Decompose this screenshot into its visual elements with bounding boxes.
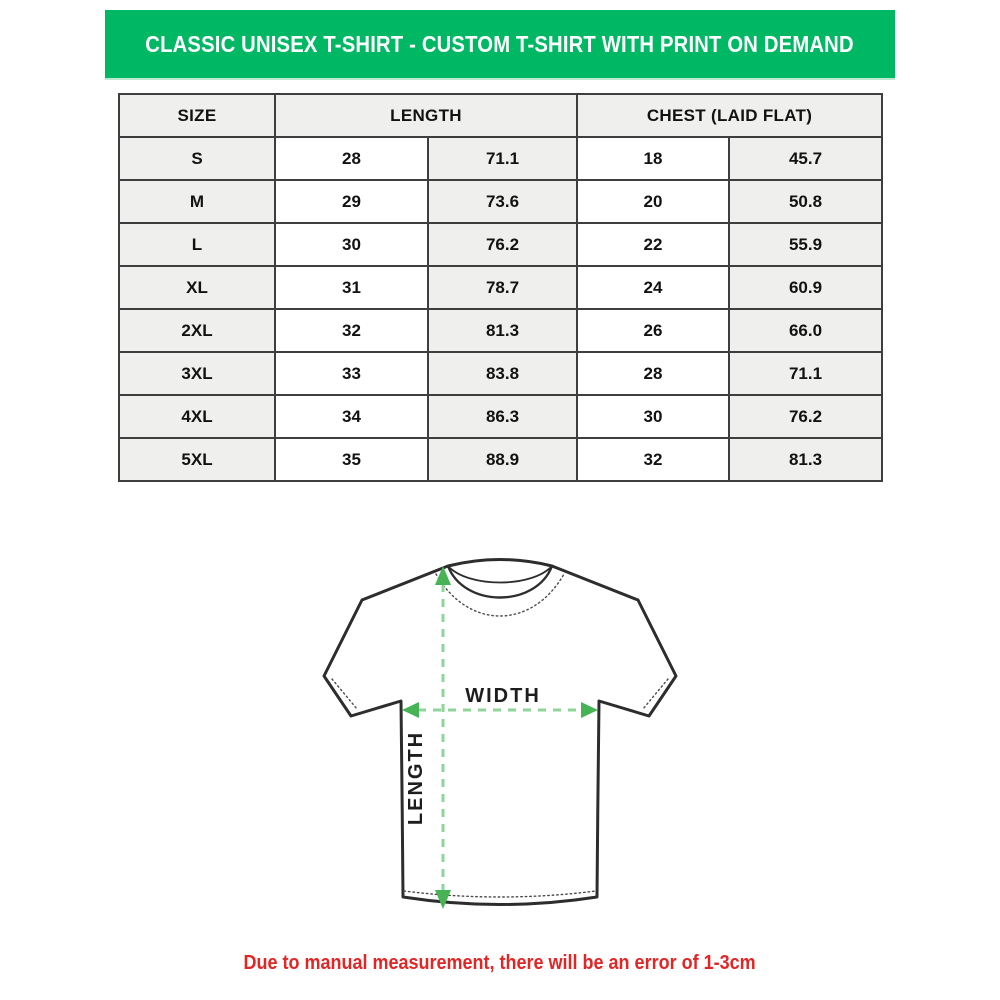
table-row: 5XL 35 88.9 32 81.3: [118, 437, 884, 482]
length-cm-cell: 86.3: [427, 394, 578, 439]
size-cell: L: [118, 222, 276, 267]
length-cm-cell: 71.1: [427, 136, 578, 181]
size-cell: 4XL: [118, 394, 276, 439]
left-sleeve-stitch-line: [331, 678, 358, 710]
size-cell: S: [118, 136, 276, 181]
length-in-cell: 29: [274, 179, 429, 224]
length-cm-cell: 73.6: [427, 179, 578, 224]
col-header-size: SIZE: [118, 93, 276, 138]
chest-in-cell: 32: [576, 437, 730, 482]
table-row: M 29 73.6 20 50.8: [118, 179, 884, 224]
width-label: WIDTH: [465, 685, 541, 707]
collar-band-lower: [446, 564, 554, 599]
chest-cm-cell: 50.8: [727, 179, 884, 224]
bottom-hem-stitch-line: [403, 890, 597, 898]
width-arrowhead-right: [581, 702, 598, 718]
table-row: XL 31 78.7 24 60.9: [118, 265, 884, 310]
length-cm-cell: 88.9: [427, 437, 578, 482]
table-row: 2XL 32 81.3 26 66.0: [118, 308, 884, 353]
length-arrow: [435, 566, 451, 909]
length-cm-cell: 76.2: [427, 222, 578, 267]
length-cm-cell: 83.8: [427, 351, 578, 396]
size-table: SIZE LENGTH CHEST (LAID FLAT) S 28 71.1 18 4…: [118, 93, 884, 482]
collar-stitch-line: [435, 573, 565, 617]
tshirt-outline: [322, 558, 678, 906]
chest-in-cell: 18: [576, 136, 730, 181]
chest-in-cell: 22: [576, 222, 730, 267]
length-arrowhead-bottom: [435, 890, 451, 909]
size-cell: M: [118, 179, 276, 224]
length-in-cell: 30: [274, 222, 429, 267]
chest-cm-cell: 45.7: [727, 136, 884, 181]
length-label: LENGTH: [405, 731, 427, 825]
table-header-row: SIZE LENGTH CHEST (LAID FLAT): [118, 93, 884, 138]
chest-in-cell: 20: [576, 179, 730, 224]
length-in-cell: 28: [274, 136, 429, 181]
length-arrowhead-top: [435, 566, 451, 585]
chest-cm-cell: 60.9: [727, 265, 884, 310]
chest-in-cell: 28: [576, 351, 730, 396]
width-arrow: [402, 702, 598, 718]
length-in-cell: 34: [274, 394, 429, 439]
length-cm-cell: 78.7: [427, 265, 578, 310]
table-row: 4XL 34 86.3 30 76.2: [118, 394, 884, 439]
chest-in-cell: 26: [576, 308, 730, 353]
size-cell: 3XL: [118, 351, 276, 396]
chest-cm-cell: 81.3: [727, 437, 884, 482]
chest-cm-cell: 55.9: [727, 222, 884, 267]
page-title: CLASSIC UNISEX T-SHIRT - CUSTOM T-SHIRT …: [145, 30, 855, 57]
table-row: 3XL 33 83.8 28 71.1: [118, 351, 884, 396]
table-row: L 30 76.2 22 55.9: [118, 222, 884, 267]
measurement-note-text: Due to manual measurement, there will be…: [243, 952, 757, 974]
width-arrowhead-left: [402, 702, 419, 718]
title-banner: CLASSIC UNISEX T-SHIRT - CUSTOM T-SHIRT …: [105, 10, 895, 80]
length-in-cell: 33: [274, 351, 429, 396]
chest-in-cell: 24: [576, 265, 730, 310]
length-cm-cell: 81.3: [427, 308, 578, 353]
collar-band-upper: [447, 565, 553, 584]
col-header-length: LENGTH: [274, 93, 578, 138]
length-in-cell: 32: [274, 308, 429, 353]
right-sleeve-stitch-line: [642, 678, 669, 710]
measurement-note: Due to manual measurement, there will be…: [0, 952, 1000, 975]
tshirt-measurement-diagram: WIDTH LENGTH: [300, 540, 700, 940]
col-header-chest: CHEST (LAID FLAT): [575, 93, 884, 138]
size-cell: 2XL: [118, 308, 276, 353]
length-in-cell: 31: [274, 265, 429, 310]
length-in-cell: 35: [274, 437, 429, 482]
chest-in-cell: 30: [576, 394, 730, 439]
chest-cm-cell: 71.1: [727, 351, 884, 396]
table-row: S 28 71.1 18 45.7: [118, 136, 884, 181]
size-cell: 5XL: [118, 437, 276, 482]
chest-cm-cell: 76.2: [727, 394, 884, 439]
size-cell: XL: [118, 265, 276, 310]
chest-cm-cell: 66.0: [727, 308, 884, 353]
